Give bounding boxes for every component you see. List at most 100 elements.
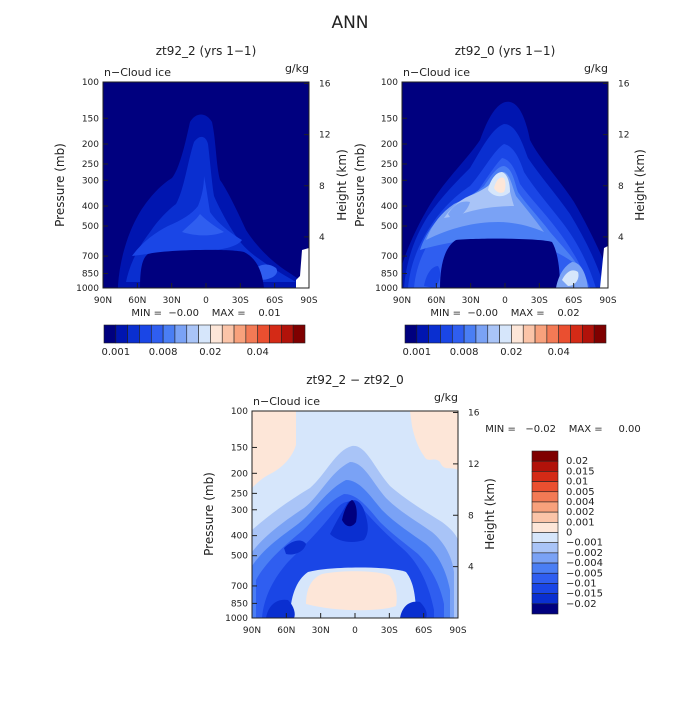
- p3-pos-top-right: [410, 411, 458, 470]
- p2-cbar-label-3: 0.04: [548, 347, 570, 358]
- p2-cbar-swatch-5: [463, 324, 477, 344]
- p2-level-3c: [424, 266, 441, 288]
- p3-neg-bottom-left: [266, 599, 295, 618]
- p2-cbar-swatch-0: [404, 324, 418, 344]
- p3-cbar-label-1: 0.015: [566, 466, 595, 477]
- p2-htick-label-1: 12: [618, 131, 629, 141]
- p1-cbar-swatch-11: [233, 324, 247, 344]
- p3-cbar-label-10: −0.004: [566, 558, 603, 569]
- p1-ytick-label-7: 700: [82, 252, 99, 262]
- panel-1-x-ticks: 90N 60N 30N 0 30S 60S 90S: [94, 283, 318, 306]
- p1-cbar-swatch-10: [221, 324, 235, 344]
- p3-cbar-label-14: −0.02: [566, 599, 597, 610]
- p2-cbar-swatch-4: [451, 324, 465, 344]
- p1-xtick-label-1: 60N: [128, 296, 146, 306]
- panel-1-y-ticks: 100 150 200 250 300 400 500 700 850 1000: [76, 78, 108, 294]
- p3-cbar-swatch-13: [531, 583, 559, 594]
- p2-cbar-swatch-3: [440, 324, 453, 344]
- p2-cbar-swatch-13: [558, 324, 571, 344]
- p3-htick-label-1: 12: [468, 460, 479, 470]
- p2-cbar-label-0: 0.001: [403, 347, 432, 358]
- p1-cbar-swatch-15: [281, 324, 294, 344]
- p1-cbar-label-2: 0.02: [199, 347, 221, 358]
- p3-cbar-label-11: −0.005: [566, 568, 603, 579]
- panel-3-x-ticks: 90N 60N 30N 0 30S 60S 90S: [243, 613, 467, 636]
- p1-level-0-bottom: [140, 249, 264, 288]
- p1-htick-label-3: 4: [319, 233, 325, 243]
- panel-3-ylabel-left: Pressure (mb): [202, 472, 216, 556]
- p3-ytick-label-6: 500: [231, 552, 248, 562]
- p2-cbar-swatch-2: [428, 324, 441, 344]
- p2-ytick-label-1: 150: [381, 114, 398, 124]
- panel-1-colorbar: 0.001 0.008 0.02 0.04: [102, 324, 306, 358]
- p1-ytick-label-4: 300: [82, 176, 99, 186]
- p3-cbar-swatch-3: [531, 481, 559, 493]
- p3-ytick-label-9: 1000: [225, 614, 248, 624]
- p1-xtick-label-2: 30N: [163, 296, 181, 306]
- figure-title: ANN: [331, 13, 368, 33]
- p3-htick-label-0: 16: [468, 409, 480, 419]
- p3-ytick-label-5: 400: [231, 532, 248, 542]
- p3-xtick-label-0: 90N: [243, 626, 261, 636]
- p1-cbar-swatch-4: [150, 324, 164, 344]
- panel-3-colorbar: 0.020.0150.010.0050.0040.0020.0010−0.001…: [531, 450, 603, 615]
- p3-ytick-label-2: 200: [231, 469, 248, 479]
- p1-cbar-label-3: 0.04: [247, 347, 269, 358]
- panel-1-height-ticks: 16 12 8 4: [304, 80, 331, 243]
- panel-2-field-label: n−Cloud ice: [403, 66, 470, 79]
- p2-cbar-swatch-7: [487, 324, 500, 344]
- panel-1-field-label: n−Cloud ice: [104, 66, 171, 79]
- p3-cbar-swatch-5: [531, 501, 559, 513]
- p2-level-0-bottom: [440, 238, 560, 288]
- p2-cbar-swatch-6: [475, 324, 489, 344]
- p2-cbar-swatch-14: [570, 324, 583, 344]
- p1-cbar-swatch-12: [245, 324, 259, 344]
- p1-ytick-label-5: 400: [82, 202, 99, 212]
- p3-cbar-label-12: −0.01: [566, 578, 597, 589]
- panel-3-min-max: MIN = −0.02 MAX = 0.00: [485, 424, 641, 435]
- p3-cbar-swatch-1: [531, 460, 559, 472]
- p2-cbar-label-1: 0.008: [450, 347, 479, 358]
- panel-2-units: g/kg: [584, 62, 608, 75]
- p3-htick-label-3: 4: [468, 563, 474, 573]
- p3-xtick-label-6: 90S: [449, 626, 466, 636]
- panel-3-units: g/kg: [434, 391, 458, 404]
- p1-cbar-swatch-16: [292, 324, 306, 344]
- p3-cbar-swatch-10: [531, 552, 559, 564]
- p1-cbar-swatch-1: [115, 324, 128, 344]
- p1-ytick-label-1: 150: [82, 114, 99, 124]
- panel-1-units: g/kg: [285, 62, 309, 75]
- p1-missing-corner: [296, 248, 309, 288]
- panel-2-x-ticks: 90N 60N 30N 0 30S 60S 90S: [393, 283, 617, 306]
- panel-2-ylabel-right: Height (km): [633, 149, 647, 220]
- p3-cbar-swatch-4: [531, 491, 559, 503]
- p1-xtick-label-5: 60S: [266, 296, 283, 306]
- p2-level-8c: [562, 270, 579, 286]
- p3-ytick-label-8: 850: [231, 599, 248, 609]
- p1-cbar-swatch-13: [257, 324, 270, 344]
- p3-cbar-swatch-2: [531, 471, 559, 482]
- p3-htick-label-2: 8: [468, 511, 474, 521]
- p2-htick-label-2: 8: [618, 182, 624, 192]
- p1-ytick-label-0: 100: [82, 78, 99, 88]
- panel-3-field-label: n−Cloud ice: [253, 395, 320, 408]
- p2-ytick-label-9: 1000: [375, 284, 398, 294]
- p2-ytick-label-5: 400: [381, 202, 398, 212]
- p3-xtick-label-5: 60S: [415, 626, 432, 636]
- p2-xtick-label-4: 30S: [531, 296, 548, 306]
- p3-xtick-label-4: 30S: [381, 626, 398, 636]
- p2-htick-label-0: 16: [618, 80, 630, 90]
- p2-xtick-label-2: 30N: [462, 296, 480, 306]
- panel-1-min-max: MIN = −0.00 MAX = 0.01: [131, 308, 280, 319]
- p1-htick-label-0: 16: [319, 80, 331, 90]
- panel-1-title: zt92_2 (yrs 1−1): [156, 44, 257, 58]
- p3-cbar-swatch-12: [531, 572, 559, 584]
- p2-cbar-swatch-11: [534, 324, 548, 344]
- p2-level-6b: [448, 201, 470, 220]
- p1-cbar-swatch-5: [162, 324, 176, 344]
- panel-3: zt92_2 − zt92_0 n−Cloud ice g/kg 100 150 2…: [202, 373, 641, 636]
- p1-ytick-label-8: 850: [82, 269, 99, 279]
- p3-cbar-label-3: 0.005: [566, 487, 595, 498]
- p1-cbar-swatch-0: [103, 324, 117, 344]
